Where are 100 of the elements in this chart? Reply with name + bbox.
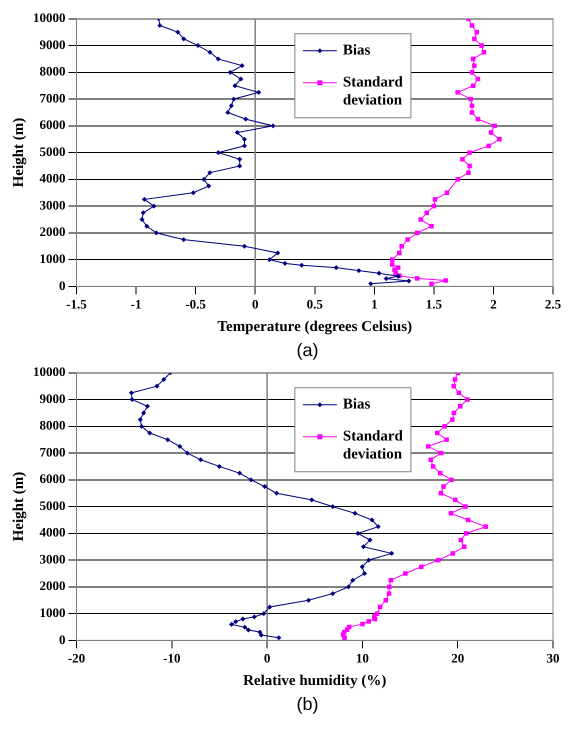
point [419, 564, 424, 570]
point [441, 484, 446, 489]
x-tick-label: 20 [451, 650, 464, 666]
y-tick-label: 7000 [40, 90, 66, 106]
point [334, 265, 339, 270]
y-axis-title: Height (m) [10, 118, 27, 188]
point [198, 457, 204, 462]
point [442, 424, 447, 429]
y-tick-label: 3000 [40, 551, 66, 566]
y-tick-label: 10000 [33, 10, 66, 26]
y-tick-label: 2000 [40, 578, 66, 594]
legend-label: Bias [342, 42, 371, 59]
y-tick-label: 10000 [33, 364, 66, 380]
point [465, 397, 470, 402]
point [144, 224, 150, 229]
point [479, 43, 484, 48]
point [147, 430, 152, 436]
point [366, 619, 371, 624]
point [456, 390, 462, 396]
point [482, 50, 486, 55]
point [390, 262, 394, 267]
point [360, 544, 366, 550]
point [360, 622, 365, 626]
y-tick-label: 2000 [40, 224, 66, 240]
point [376, 524, 381, 530]
x-tick-label: -20 [68, 650, 86, 666]
x-axis-title: Temperature (degrees Celsius) [217, 318, 412, 335]
point [231, 96, 236, 102]
y-tick-label: 7000 [40, 444, 66, 460]
point [470, 110, 474, 115]
point [444, 437, 449, 442]
point [470, 83, 476, 88]
point [190, 190, 196, 196]
point [470, 104, 474, 108]
point [196, 43, 201, 48]
point [453, 498, 458, 502]
point [140, 210, 146, 216]
point [206, 184, 212, 189]
point [139, 424, 144, 429]
point [175, 30, 180, 35]
point [262, 484, 268, 490]
point [161, 376, 166, 382]
point [368, 281, 374, 286]
point [309, 497, 314, 502]
point [225, 110, 230, 115]
point [240, 616, 246, 622]
y-tick-label: 8000 [40, 418, 66, 433]
point [406, 278, 412, 284]
point [233, 619, 238, 624]
x-tick-label: -0.5 [185, 296, 206, 312]
y-tick-label: 1000 [40, 251, 66, 266]
y-tick-label: 6000 [40, 471, 66, 486]
x-tick-label: -1 [130, 296, 142, 312]
point [452, 410, 456, 416]
point [366, 558, 372, 563]
point [352, 510, 358, 516]
y-axis-title: Height (m) [10, 472, 27, 542]
y-tick-label: 5000 [40, 144, 66, 159]
point [486, 144, 491, 148]
point [466, 170, 471, 175]
point [267, 604, 272, 610]
point [342, 635, 347, 640]
point [130, 397, 135, 402]
point [306, 598, 312, 603]
point [370, 517, 375, 522]
point [414, 230, 420, 236]
point [388, 578, 394, 582]
point [397, 250, 402, 256]
point [330, 504, 336, 510]
point [246, 627, 251, 632]
x-tick-label: 2 [490, 296, 497, 312]
point [138, 417, 143, 422]
point [141, 410, 146, 416]
x-tick-label: -10 [163, 650, 180, 666]
x-tick-label: 1.5 [426, 296, 442, 312]
point [455, 177, 460, 182]
y-tick-label: 4000 [40, 524, 66, 540]
point [276, 635, 282, 640]
point [467, 150, 472, 155]
point [476, 76, 480, 82]
x-tick-label: 1 [371, 296, 378, 312]
point [424, 210, 429, 216]
point [376, 270, 382, 276]
point [470, 70, 474, 75]
point [488, 130, 494, 135]
point [463, 504, 468, 509]
point [355, 530, 360, 536]
point [449, 478, 454, 482]
y-tick-label: 8000 [40, 64, 66, 79]
y-tick-label: 0 [59, 632, 66, 647]
point [470, 23, 474, 28]
point [258, 632, 264, 638]
text: (a) [296, 339, 320, 362]
point [151, 204, 156, 209]
point [460, 157, 465, 162]
x-tick-label: -1.5 [66, 296, 88, 312]
point [360, 564, 365, 570]
point [430, 464, 436, 469]
point [154, 384, 160, 389]
point [451, 384, 456, 388]
